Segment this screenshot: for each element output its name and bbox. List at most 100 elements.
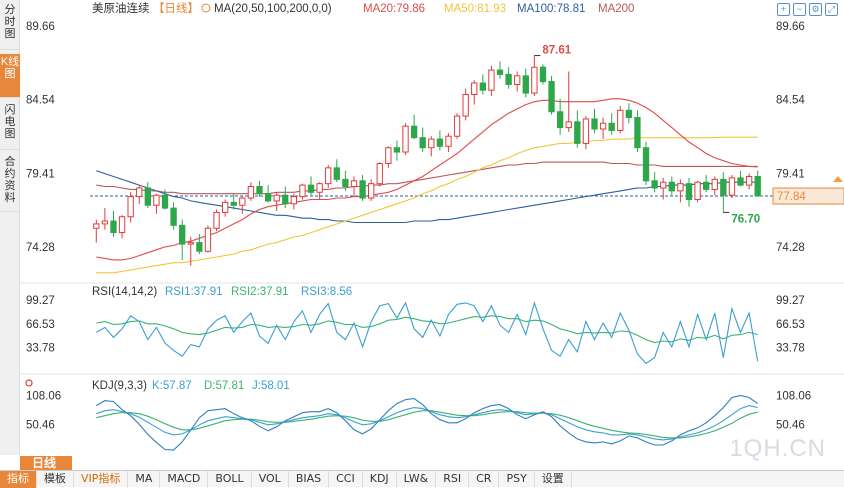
candle-body bbox=[660, 181, 667, 189]
rsi-tick-left: 66.53 bbox=[26, 319, 55, 331]
candle-body bbox=[290, 196, 298, 205]
settings-icon[interactable]: ⚙ bbox=[809, 3, 822, 16]
candle-body bbox=[617, 109, 624, 131]
price-tick-right: 84.54 bbox=[776, 95, 805, 107]
period-label: 【日线】 bbox=[153, 1, 199, 15]
candle-body bbox=[488, 69, 495, 91]
price-tick-left: 89.66 bbox=[26, 21, 55, 33]
indicator-tabs: 指标 模板 VIP指标 MA MACD BOLL VOL BIAS CCI KDJ LW& RSI CR… bbox=[0, 470, 844, 488]
kdj-tick-right: 108.06 bbox=[776, 391, 811, 403]
candle-body bbox=[591, 118, 598, 130]
candle-body bbox=[118, 216, 126, 234]
candle-body bbox=[471, 82, 478, 96]
candle-body bbox=[496, 69, 504, 75]
candle-body bbox=[703, 181, 710, 190]
candle-body bbox=[737, 177, 744, 186]
candle-body bbox=[522, 75, 529, 94]
candle-body bbox=[299, 184, 306, 198]
candle-body bbox=[505, 73, 512, 85]
candle-body bbox=[556, 111, 564, 129]
ma-params: MA(20,50,100,200,0,0) bbox=[214, 3, 332, 15]
price-tick-left: 79.41 bbox=[26, 168, 55, 180]
candle-body bbox=[230, 201, 237, 206]
candle-body bbox=[582, 118, 590, 144]
price-tick-right: 79.41 bbox=[776, 168, 805, 180]
period-button[interactable]: 日线 bbox=[20, 456, 72, 470]
indicator-tab-cr[interactable]: CR bbox=[469, 471, 500, 488]
zoom-out-icon[interactable]: − bbox=[793, 3, 806, 16]
candle-body bbox=[359, 180, 366, 199]
ma100-value: MA100:78.81 bbox=[517, 3, 585, 15]
candle-body bbox=[385, 147, 392, 165]
sidebar-tab-3[interactable]: 合约资料 bbox=[0, 154, 20, 212]
candle-body bbox=[539, 66, 547, 83]
indicator-tab-vip指标[interactable]: VIP指标 bbox=[74, 471, 129, 488]
candle-body bbox=[634, 117, 641, 149]
candle-body bbox=[161, 194, 169, 209]
candle-body bbox=[711, 178, 718, 190]
indicator-tab-ma[interactable]: MA bbox=[128, 471, 161, 488]
candle-body bbox=[256, 186, 263, 195]
indicator-tab-模板[interactable]: 模板 bbox=[37, 471, 74, 488]
candle-body bbox=[410, 125, 418, 139]
ma200-line bbox=[96, 161, 758, 195]
indicator-tab-bias[interactable]: BIAS bbox=[289, 471, 330, 488]
indicator-tab-指标[interactable]: 指标 bbox=[0, 471, 37, 488]
indicator-tab-设置[interactable]: 设置 bbox=[535, 471, 572, 488]
candle-body bbox=[651, 180, 658, 189]
indicator-tab-lw&[interactable]: LW& bbox=[397, 471, 437, 488]
candle-body bbox=[101, 220, 109, 225]
kdj-j-line bbox=[96, 394, 759, 451]
candle-body bbox=[479, 82, 486, 91]
candle-body bbox=[264, 193, 272, 202]
indicator-tab-vol[interactable]: VOL bbox=[252, 471, 289, 488]
current-price-label: 77.84 bbox=[777, 191, 806, 203]
candle-body bbox=[728, 177, 736, 196]
candle-body bbox=[608, 122, 615, 131]
candle-body bbox=[599, 122, 607, 130]
watermark: 1QH.CN bbox=[729, 435, 826, 462]
price-tick-left: 84.54 bbox=[26, 95, 55, 107]
rsi3-value: RSI3:8.56 bbox=[301, 286, 352, 298]
add-indicator-icon bbox=[201, 3, 211, 13]
indicator-tab-boll[interactable]: BOLL bbox=[208, 471, 252, 488]
ma20-line bbox=[96, 98, 758, 261]
ma100-line bbox=[96, 170, 758, 224]
kdj-j-value: J:58.01 bbox=[252, 380, 290, 392]
candle-body bbox=[204, 227, 212, 252]
indicator-tab-rsi[interactable]: RSI bbox=[436, 471, 470, 488]
instrument-name: 美原油连续 bbox=[92, 1, 150, 15]
rsi-tick-left: 99.27 bbox=[26, 295, 55, 307]
indicator-tab-kdj[interactable]: KDJ bbox=[363, 471, 397, 488]
candle-body bbox=[565, 121, 572, 129]
chart-area[interactable]: 89.66 89.66 84.54 84.54 79.41 79.41 74.28 74.28… bbox=[20, 0, 844, 455]
sidebar-tab-1[interactable]: K线图 bbox=[0, 54, 20, 98]
indicator-tab-cci[interactable]: CCI bbox=[329, 471, 363, 488]
candle-body bbox=[127, 196, 134, 218]
candle-body bbox=[153, 194, 160, 206]
candle-body bbox=[419, 137, 426, 149]
kdj-d-line bbox=[96, 410, 758, 439]
fullscreen-icon[interactable]: ⤢ bbox=[825, 3, 838, 16]
candle-body bbox=[548, 81, 555, 113]
ma50-value: MA50:81.93 bbox=[444, 3, 506, 15]
candle-body bbox=[325, 167, 332, 185]
indicator-tab-psy[interactable]: PSY bbox=[499, 471, 535, 488]
rsi1-value: RSI1:37.91 bbox=[165, 286, 223, 298]
rsi2-line bbox=[96, 315, 758, 344]
zoom-in-icon[interactable]: + bbox=[777, 3, 790, 16]
price-tick-left: 74.28 bbox=[26, 242, 55, 254]
candle-body bbox=[350, 180, 358, 188]
rsi1-line bbox=[96, 300, 759, 365]
candle-body bbox=[342, 178, 349, 188]
chart-toolbar: + − ⚙ ⤢ bbox=[777, 3, 838, 16]
candle-body bbox=[402, 125, 409, 153]
sidebar-tab-2[interactable]: 闪电图 bbox=[0, 102, 20, 150]
indicator-tab-macd[interactable]: MACD bbox=[160, 471, 209, 488]
candle-body bbox=[514, 75, 521, 85]
candle-body bbox=[247, 186, 255, 199]
sidebar-tab-0[interactable]: 分时图 bbox=[0, 2, 20, 50]
candle-body bbox=[574, 121, 581, 144]
rsi-title: RSI(14,14,2) bbox=[92, 286, 157, 298]
rsi2-value: RSI2:37.91 bbox=[231, 286, 289, 298]
